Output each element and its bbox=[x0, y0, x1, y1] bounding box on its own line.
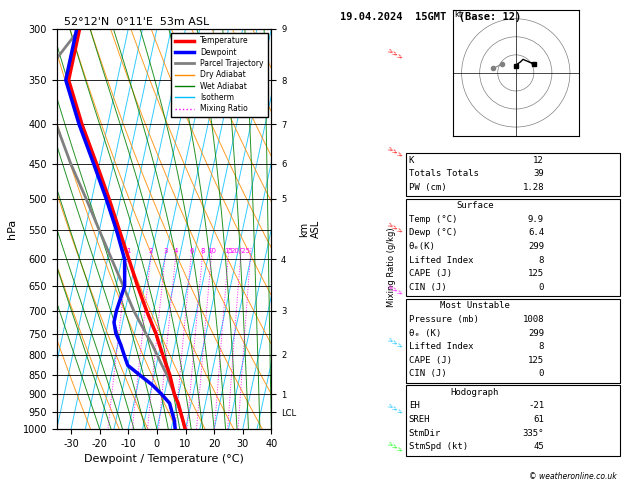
Text: EH: EH bbox=[409, 401, 420, 411]
Text: Temp (°C): Temp (°C) bbox=[409, 215, 457, 224]
Text: K: K bbox=[409, 156, 415, 165]
Text: 1.28: 1.28 bbox=[523, 183, 544, 192]
Text: >>>: >>> bbox=[386, 402, 404, 416]
Text: 61: 61 bbox=[533, 415, 544, 424]
Text: CAPE (J): CAPE (J) bbox=[409, 269, 452, 278]
Text: 3: 3 bbox=[163, 248, 168, 254]
Text: 12: 12 bbox=[533, 156, 544, 165]
Text: Lifted Index: Lifted Index bbox=[409, 342, 474, 351]
Text: θₑ (K): θₑ (K) bbox=[409, 329, 441, 338]
Text: Surface: Surface bbox=[456, 201, 494, 210]
Text: kt: kt bbox=[454, 10, 462, 19]
Text: 125: 125 bbox=[528, 269, 544, 278]
Text: Lifted Index: Lifted Index bbox=[409, 256, 474, 265]
Text: 8: 8 bbox=[538, 256, 544, 265]
Text: 299: 299 bbox=[528, 329, 544, 338]
Text: CIN (J): CIN (J) bbox=[409, 369, 447, 379]
Text: Pressure (mb): Pressure (mb) bbox=[409, 315, 479, 324]
Text: 4: 4 bbox=[174, 248, 178, 254]
Text: 299: 299 bbox=[528, 242, 544, 251]
Text: © weatheronline.co.uk: © weatheronline.co.uk bbox=[529, 472, 616, 481]
Text: >>>: >>> bbox=[386, 283, 404, 297]
Text: 8: 8 bbox=[201, 248, 205, 254]
Text: 0: 0 bbox=[538, 369, 544, 379]
Y-axis label: km
ASL: km ASL bbox=[299, 220, 321, 238]
Text: CIN (J): CIN (J) bbox=[409, 283, 447, 292]
Text: θₑ(K): θₑ(K) bbox=[409, 242, 436, 251]
Text: StmDir: StmDir bbox=[409, 429, 441, 438]
Text: 6: 6 bbox=[189, 248, 194, 254]
Text: 20/25: 20/25 bbox=[231, 248, 251, 254]
Text: Most Unstable: Most Unstable bbox=[440, 301, 510, 311]
Text: 6.4: 6.4 bbox=[528, 228, 544, 238]
Text: -21: -21 bbox=[528, 401, 544, 411]
Text: >>>: >>> bbox=[386, 440, 404, 453]
Text: SREH: SREH bbox=[409, 415, 430, 424]
Text: 335°: 335° bbox=[523, 429, 544, 438]
FancyArrow shape bbox=[530, 62, 537, 65]
Text: 39: 39 bbox=[533, 169, 544, 178]
Text: Hodograph: Hodograph bbox=[451, 388, 499, 397]
Text: >>>: >>> bbox=[386, 47, 404, 60]
Text: Totals Totals: Totals Totals bbox=[409, 169, 479, 178]
Text: 19.04.2024  15GMT  (Base: 12): 19.04.2024 15GMT (Base: 12) bbox=[340, 12, 521, 22]
Y-axis label: hPa: hPa bbox=[7, 219, 17, 239]
Text: 2: 2 bbox=[149, 248, 153, 254]
Text: 9.9: 9.9 bbox=[528, 215, 544, 224]
Text: >>>: >>> bbox=[386, 335, 404, 349]
Text: Dewp (°C): Dewp (°C) bbox=[409, 228, 457, 238]
Text: CAPE (J): CAPE (J) bbox=[409, 356, 452, 365]
Text: 125: 125 bbox=[528, 356, 544, 365]
Text: 15: 15 bbox=[224, 248, 233, 254]
Text: PW (cm): PW (cm) bbox=[409, 183, 447, 192]
Legend: Temperature, Dewpoint, Parcel Trajectory, Dry Adiabat, Wet Adiabat, Isotherm, Mi: Temperature, Dewpoint, Parcel Trajectory… bbox=[171, 33, 267, 117]
X-axis label: Dewpoint / Temperature (°C): Dewpoint / Temperature (°C) bbox=[84, 454, 244, 465]
Text: >>>: >>> bbox=[386, 221, 404, 235]
Text: >>>: >>> bbox=[386, 144, 404, 158]
Text: 0: 0 bbox=[538, 283, 544, 292]
Text: Mixing Ratio (g/kg): Mixing Ratio (g/kg) bbox=[387, 227, 396, 307]
Text: 52°12'N  0°11'E  53m ASL: 52°12'N 0°11'E 53m ASL bbox=[57, 17, 209, 27]
Text: StmSpd (kt): StmSpd (kt) bbox=[409, 442, 468, 451]
Text: 8: 8 bbox=[538, 342, 544, 351]
Text: 1008: 1008 bbox=[523, 315, 544, 324]
Text: 10: 10 bbox=[207, 248, 216, 254]
Text: 45: 45 bbox=[533, 442, 544, 451]
Text: 1: 1 bbox=[126, 248, 130, 254]
